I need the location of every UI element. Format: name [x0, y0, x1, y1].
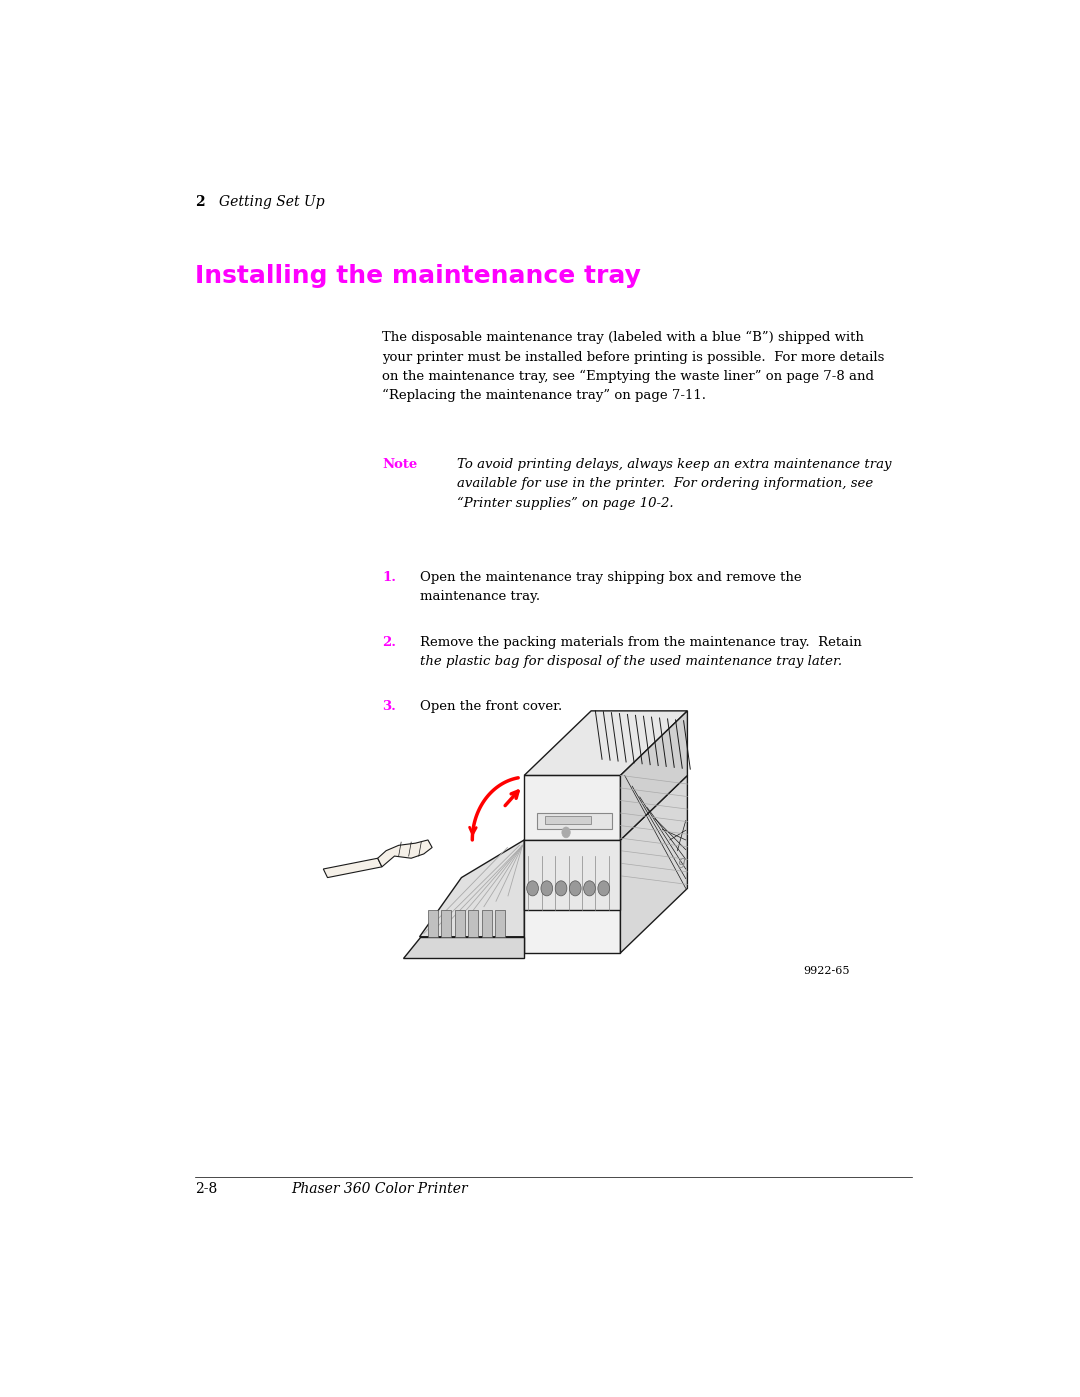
Polygon shape [524, 840, 620, 953]
Polygon shape [524, 775, 620, 840]
Text: The disposable maintenance tray (labeled with a blue “B”) shipped with: The disposable maintenance tray (labeled… [382, 331, 864, 345]
Polygon shape [428, 909, 438, 937]
Text: To avoid printing delays, always keep an extra maintenance tray: To avoid printing delays, always keep an… [457, 458, 892, 471]
Text: g: g [677, 855, 686, 868]
Text: Installing the maintenance tray: Installing the maintenance tray [195, 264, 642, 288]
Text: Open the maintenance tray shipping box and remove the: Open the maintenance tray shipping box a… [420, 571, 801, 584]
Polygon shape [482, 909, 491, 937]
Polygon shape [524, 775, 688, 840]
Text: Note: Note [382, 458, 417, 471]
Text: 1.: 1. [382, 571, 396, 584]
Text: the plastic bag for disposal of the used maintenance tray later.: the plastic bag for disposal of the used… [420, 655, 841, 668]
Circle shape [583, 882, 595, 895]
Polygon shape [524, 711, 688, 775]
Polygon shape [323, 858, 382, 877]
Text: 2-8: 2-8 [195, 1182, 217, 1196]
Circle shape [555, 882, 567, 895]
Circle shape [562, 827, 570, 838]
Text: “Printer supplies” on page 10-2.: “Printer supplies” on page 10-2. [457, 497, 674, 510]
Polygon shape [620, 711, 688, 840]
Polygon shape [524, 840, 620, 909]
Text: available for use in the printer.  For ordering information, see: available for use in the printer. For or… [457, 478, 874, 490]
Text: 9922-65: 9922-65 [802, 965, 850, 975]
Polygon shape [455, 909, 464, 937]
Text: “Replacing the maintenance tray” on page 7-11.: “Replacing the maintenance tray” on page… [382, 390, 706, 402]
Polygon shape [420, 840, 524, 937]
Polygon shape [468, 909, 478, 937]
Text: Phaser 360 Color Printer: Phaser 360 Color Printer [292, 1182, 468, 1196]
Circle shape [541, 882, 553, 895]
Text: 2: 2 [195, 194, 205, 208]
Polygon shape [403, 937, 524, 958]
Circle shape [569, 882, 581, 895]
Text: Remove the packing materials from the maintenance tray.  Retain: Remove the packing materials from the ma… [420, 636, 862, 648]
Text: your printer must be installed before printing is possible.  For more details: your printer must be installed before pr… [382, 351, 885, 363]
Polygon shape [442, 909, 451, 937]
Circle shape [598, 882, 609, 895]
Text: Open the front cover.: Open the front cover. [420, 700, 562, 712]
Polygon shape [378, 840, 432, 866]
Text: Getting Set Up: Getting Set Up [218, 194, 324, 208]
Polygon shape [545, 816, 591, 824]
Polygon shape [620, 775, 688, 953]
Text: 3.: 3. [382, 700, 395, 712]
Polygon shape [537, 813, 612, 830]
Polygon shape [495, 909, 505, 937]
Text: on the maintenance tray, see “Emptying the waste liner” on page 7-8 and: on the maintenance tray, see “Emptying t… [382, 370, 874, 383]
Text: maintenance tray.: maintenance tray. [420, 591, 540, 604]
Circle shape [527, 882, 539, 895]
Text: 2.: 2. [382, 636, 396, 648]
